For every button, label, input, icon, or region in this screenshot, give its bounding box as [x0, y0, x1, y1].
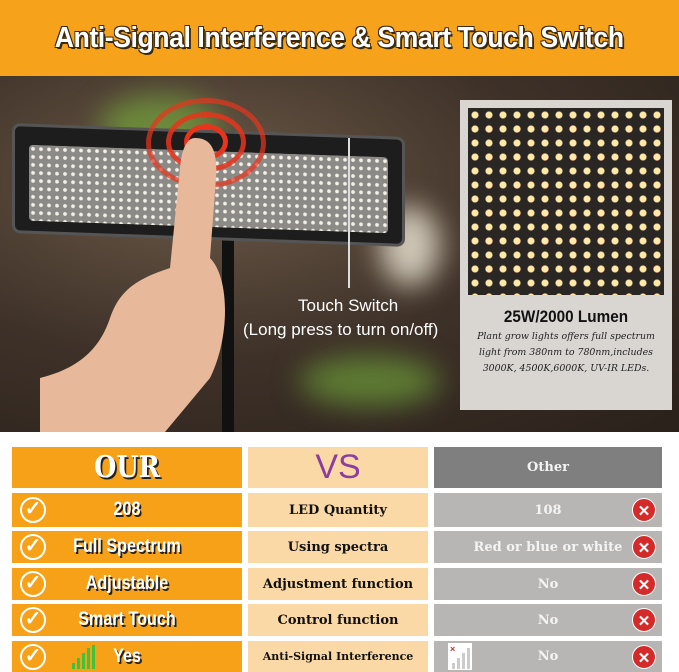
table-row: ✓ Yes Anti-Signal Interference × No ✕: [12, 641, 662, 672]
check-icon: ✓: [20, 643, 46, 670]
cross-icon: ✕: [632, 535, 656, 559]
spec-inset: 25W/2000 Lumen Plant grow lights offers …: [460, 100, 672, 410]
header-title: Anti-Signal Interference & Smart Touch S…: [55, 21, 624, 54]
cross-icon: ✕: [632, 498, 656, 522]
check-icon: ✓: [20, 607, 46, 633]
our-header: OUR: [12, 447, 242, 488]
product-photo: Touch Switch (Long press to turn on/off)…: [0, 76, 679, 432]
check-icon: ✓: [20, 497, 46, 523]
background-plant: [300, 356, 440, 406]
led-closeup-image: [468, 108, 664, 295]
cross-icon: ✕: [632, 644, 656, 669]
header-banner: Anti-Signal Interference & Smart Touch S…: [0, 0, 679, 76]
signal-strong-icon: [72, 645, 95, 669]
touch-switch-label: Touch Switch: [298, 296, 399, 315]
table-row: ✓ Full Spectrum Using spectra Red or blue…: [12, 531, 662, 563]
spectrum-description: Plant grow lights offers full spectrum l…: [477, 331, 655, 374]
hand-image: [40, 138, 225, 432]
long-press-label: (Long press to turn on/off): [243, 320, 439, 339]
signal-weak-icon: ×: [448, 643, 472, 670]
table-row: ✓ Adjustable Adjustment function No ✕: [12, 568, 662, 600]
table-row: ✓ Smart Touch Control function No ✕: [12, 604, 662, 636]
table-header-row: OUR VS Other: [12, 447, 662, 488]
svg-text:×: ×: [450, 644, 455, 654]
callout-line: [348, 138, 350, 288]
check-icon: ✓: [20, 571, 46, 597]
lamp-pole: [222, 236, 234, 432]
check-icon: ✓: [20, 534, 46, 560]
cross-icon: ✕: [632, 608, 656, 632]
vs-header: VS: [248, 447, 428, 488]
cross-icon: ✕: [632, 572, 656, 596]
other-header: Other: [434, 447, 662, 488]
wattage-title: 25W/2000 Lumen: [503, 307, 629, 326]
table-row: ✓ 208 LED Quantity 108 ✕: [12, 493, 662, 527]
